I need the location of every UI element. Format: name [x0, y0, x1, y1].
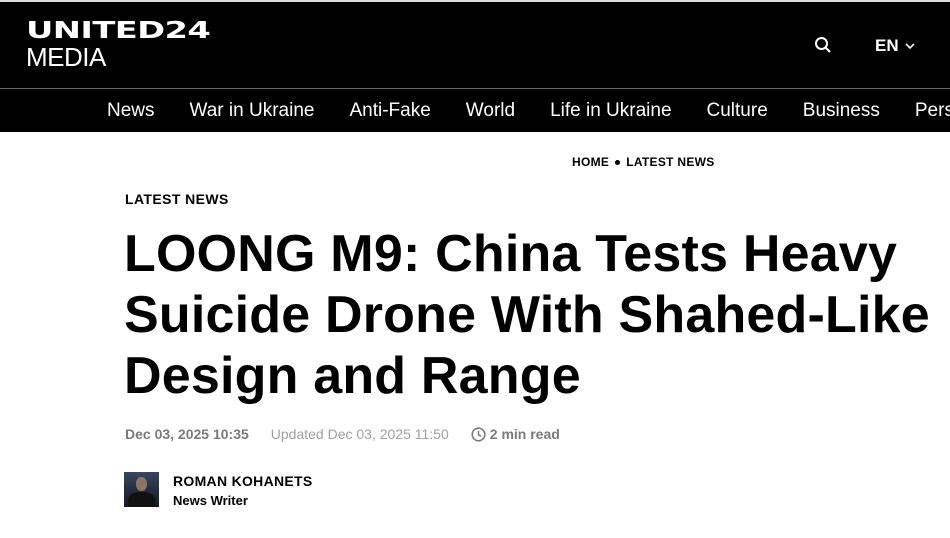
breadcrumb-current[interactable]: LATEST NEWS [626, 155, 715, 169]
main-nav: News War in Ukraine Anti-Fake World Life… [0, 88, 950, 132]
nav-item-life-in-ukraine[interactable]: Life in Ukraine [550, 99, 672, 121]
logo[interactable]: UNITED24 MEDIA [26, 19, 211, 72]
chevron-down-icon [905, 42, 915, 49]
nav-item-news[interactable]: News [107, 99, 155, 121]
read-time-label: 2 min read [489, 426, 560, 442]
breadcrumb-home[interactable]: HOME [572, 155, 610, 169]
language-label: EN [875, 36, 899, 55]
nav-item-world[interactable]: World [465, 99, 516, 121]
language-selector[interactable]: EN [875, 36, 915, 56]
breadcrumb: HOME LATEST NEWS [572, 155, 715, 169]
nav-item-personalities[interactable]: Personalities [914, 99, 950, 121]
breadcrumb-separator [615, 159, 621, 165]
article-title: LOONG M9: China Tests Heavy Suicide Dron… [124, 225, 930, 405]
nav-item-culture[interactable]: Culture [706, 99, 768, 121]
nav-item-business[interactable]: Business [802, 99, 880, 121]
article-meta: Dec 03, 2025 10:35 Updated Dec 03, 2025 … [125, 426, 560, 442]
nav-item-anti-fake[interactable]: Anti-Fake [349, 99, 431, 121]
site-header: UNITED24 MEDIA EN [0, 0, 950, 88]
search-icon[interactable] [814, 36, 832, 54]
article-category[interactable]: LATEST NEWS [125, 191, 229, 207]
clock-icon [471, 426, 486, 442]
author-name[interactable]: ROMAN KOHANETS [173, 473, 313, 489]
logo-text: UNITED24 [26, 17, 211, 44]
published-date: Dec 03, 2025 10:35 [125, 426, 249, 442]
avatar[interactable] [124, 472, 159, 507]
updated-date: Updated Dec 03, 2025 11:50 [270, 426, 449, 442]
nav-item-war-in-ukraine[interactable]: War in Ukraine [189, 99, 315, 121]
author-card[interactable]: ROMAN KOHANETS News Writer [124, 472, 313, 508]
logo-subtext: MEDIA [26, 42, 106, 72]
read-time: 2 min read [471, 426, 560, 442]
author-role: News Writer [173, 493, 248, 508]
